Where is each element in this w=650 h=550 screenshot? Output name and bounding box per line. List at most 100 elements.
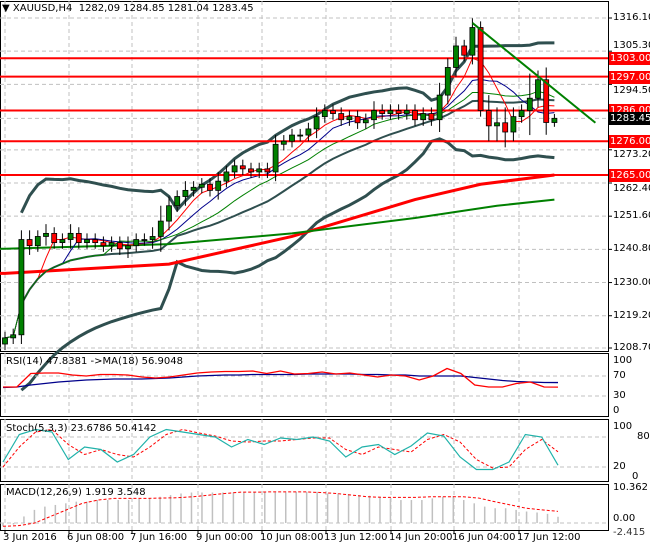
x-tick-label: 16 Jun 04:00 — [452, 532, 516, 543]
y-tick-label: 30 — [613, 390, 626, 401]
panel-frame-2 — [0, 419, 609, 482]
candle-body — [412, 110, 418, 121]
candle-body — [403, 110, 410, 114]
candle-body — [239, 165, 246, 170]
candle-body — [387, 110, 394, 114]
y-tick-label: 0.00 — [613, 513, 636, 524]
candle-body — [543, 79, 550, 123]
candle-body — [485, 110, 492, 127]
panel-frame-3 — [0, 484, 609, 531]
candle-body — [174, 196, 181, 207]
y-tick-label: 0 — [632, 471, 639, 482]
candle-body — [166, 205, 172, 222]
candle-body — [436, 94, 443, 121]
candle-body — [518, 110, 525, 118]
candle-body — [34, 236, 41, 247]
y-tick-label: 10.362 — [613, 482, 648, 493]
candle-body — [2, 337, 8, 345]
y-tick-label: 1316.10 — [613, 12, 650, 23]
ma-red-long — [0, 173, 555, 275]
candle-body — [92, 239, 99, 244]
candle-body — [371, 110, 377, 121]
price-level-label: 1303.00 — [609, 52, 650, 66]
y-tick-label: 1230.00 — [613, 276, 650, 288]
candle-body — [354, 116, 361, 124]
x-tick-label: 7 Jun 16:00 — [130, 532, 188, 543]
candle-body — [313, 116, 320, 130]
ma-fast-green — [4, 90, 555, 339]
candle-body — [141, 239, 148, 241]
y-tick-label: 1305.30 — [613, 40, 650, 52]
ma-fast-blue — [4, 78, 555, 339]
candle-body — [535, 79, 541, 99]
candle-body — [18, 239, 25, 336]
candle-body — [362, 119, 369, 124]
candle-body — [330, 110, 336, 114]
candle-body — [100, 242, 107, 247]
candle-body — [420, 113, 427, 121]
candle-body — [494, 122, 500, 127]
rsi-line — [3, 367, 559, 388]
candle-body — [67, 232, 74, 240]
candle-body — [26, 239, 33, 247]
candle-body — [84, 239, 90, 244]
y-tick-label: 1262.40 — [613, 183, 650, 194]
chart-title: ▼ XAUUSD,H4 1282,09 1284.85 1281.04 1283… — [2, 3, 254, 14]
candle-body — [149, 236, 156, 240]
candle-body — [157, 220, 164, 237]
candle-body — [51, 232, 58, 244]
panel-frame-1 — [0, 353, 609, 417]
rsi-title: RSI(14) 47.8381 ->MA(18) 56.9048 — [6, 356, 183, 367]
panel-frame-0 — [0, 1, 609, 352]
candle-body — [10, 334, 17, 339]
bollinger-middle — [20, 98, 555, 305]
stoch-signal-line — [2, 428, 559, 469]
candle-body — [248, 168, 254, 173]
candle-body — [453, 45, 459, 68]
candle-body — [280, 140, 287, 145]
candle-body — [551, 117, 558, 123]
candle-body — [321, 110, 328, 118]
candle-body — [272, 143, 279, 173]
stoch-main-line — [2, 428, 559, 471]
candle-body — [75, 232, 82, 244]
y-tick-label: 1273.20 — [613, 149, 650, 161]
macd-signal-line — [2, 491, 559, 527]
candle-body — [207, 183, 213, 191]
candle-body — [108, 242, 115, 247]
price-level-label: 1297.00 — [609, 70, 650, 84]
y-tick-label: 100 — [613, 421, 633, 432]
candle-body — [198, 183, 205, 188]
y-tick-label: 1251.60 — [613, 210, 650, 222]
x-tick-label: 17 Jun 12:00 — [517, 532, 581, 543]
candle-body — [469, 27, 476, 56]
candle-body — [289, 134, 295, 142]
candle-body — [444, 67, 451, 96]
y-tick-label: 70 — [613, 370, 626, 381]
y-tick-label: 20 — [613, 461, 626, 472]
ma-green-long — [0, 198, 555, 250]
candle-body — [182, 189, 189, 197]
dropdown-triangle-icon[interactable]: ▼ — [2, 3, 10, 14]
bollinger-lower — [20, 137, 555, 392]
candle-body — [428, 113, 435, 121]
price-level-label: 1265.00 — [609, 169, 650, 182]
candle-body — [379, 110, 386, 114]
candle-body — [256, 168, 263, 173]
y-tick-label: -2.415 — [613, 527, 646, 538]
x-tick-label: 13 Jun 12:00 — [324, 532, 388, 543]
symbol-label: XAUUSD,H4 — [12, 3, 73, 14]
candle-body — [215, 180, 222, 191]
current-price-label: 1283.45 — [609, 112, 650, 126]
candle-body — [477, 27, 484, 111]
candle-body — [231, 165, 238, 173]
y-tick-label: 80 — [637, 431, 650, 442]
candle-body — [297, 134, 304, 137]
candle-body — [502, 122, 509, 133]
y-tick-label: 0 — [613, 405, 620, 416]
y-tick-label: 100 — [613, 355, 633, 366]
y-tick-label: 1219.20 — [613, 309, 650, 321]
candle-body — [125, 245, 131, 250]
macd-title: MACD(12,26,9) 1.919 3.548 — [6, 487, 146, 498]
